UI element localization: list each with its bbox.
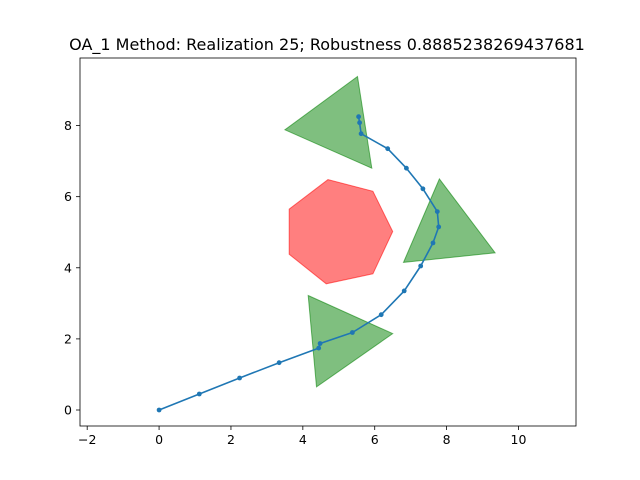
obstacles-layer bbox=[283, 75, 497, 388]
red-obstacle-polygon bbox=[288, 179, 394, 285]
x-tick-label: 2 bbox=[227, 432, 235, 447]
y-tick-label: 4 bbox=[64, 260, 72, 275]
trajectory-point bbox=[350, 330, 355, 335]
trajectory-point bbox=[316, 345, 322, 351]
trajectory-point bbox=[196, 391, 202, 397]
trajectory-point bbox=[156, 407, 162, 413]
trajectory-point bbox=[357, 120, 362, 126]
green-obstacle-polygon-3 bbox=[307, 294, 394, 388]
green-obstacle-polygon-2 bbox=[402, 177, 497, 263]
trajectory-point bbox=[317, 341, 323, 346]
plot-frame bbox=[79, 57, 577, 427]
trajectory-point bbox=[358, 131, 364, 137]
x-tick-label: 0 bbox=[155, 432, 163, 447]
y-tick-label: 0 bbox=[64, 403, 72, 418]
trajectory-point bbox=[356, 114, 361, 120]
axes-layer: −2 0 2 4 6 8 10 0 2 4 6 8 bbox=[64, 57, 577, 447]
series-layer bbox=[156, 114, 442, 413]
chart-title: OA_1 Method: Realization 25; Robustness … bbox=[69, 35, 585, 55]
x-tick-label: −2 bbox=[78, 432, 96, 447]
trajectory-point bbox=[378, 312, 384, 318]
trajectory-point bbox=[430, 240, 436, 246]
x-tick-label: 8 bbox=[443, 432, 451, 447]
y-tick-label: 6 bbox=[64, 189, 72, 204]
x-tick-label: 6 bbox=[371, 432, 379, 447]
x-tick-label: 10 bbox=[511, 432, 527, 447]
y-tick-label: 8 bbox=[64, 118, 72, 133]
trajectory-point bbox=[276, 360, 282, 366]
trajectory-point bbox=[418, 263, 424, 269]
trajectory-point bbox=[404, 165, 409, 171]
trajectory-point bbox=[385, 146, 391, 152]
x-tick-label: 4 bbox=[299, 432, 307, 447]
trajectory-line bbox=[158, 115, 440, 411]
green-obstacle-polygon-1 bbox=[283, 75, 373, 170]
trajectory-point bbox=[401, 288, 407, 294]
trajectory-point bbox=[436, 224, 442, 230]
trajectory-point bbox=[420, 186, 426, 192]
y-tick-label: 2 bbox=[64, 331, 72, 346]
trajectory-point bbox=[237, 375, 243, 381]
trajectory-point bbox=[434, 209, 440, 215]
